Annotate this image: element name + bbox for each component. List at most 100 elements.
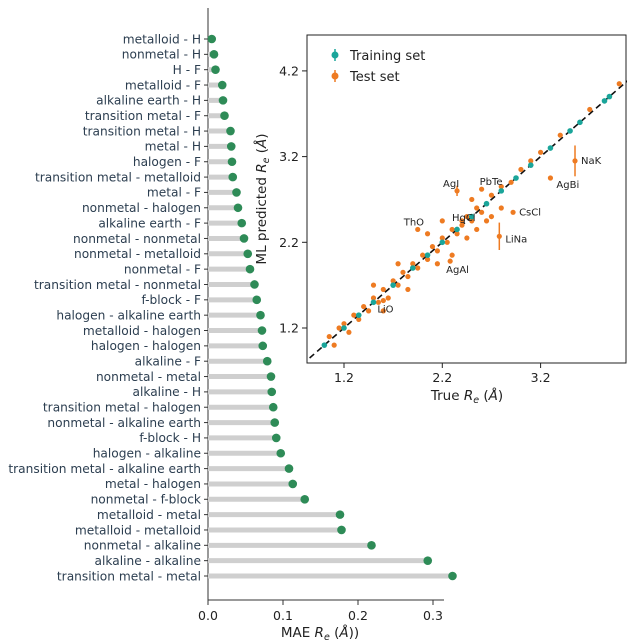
test-point xyxy=(510,209,516,215)
category-label: H - F xyxy=(173,63,201,77)
point-annotation: ThO xyxy=(403,217,424,228)
category-label: transition metal - metalloid xyxy=(35,170,201,184)
lollipop-dot xyxy=(271,433,281,443)
training-point xyxy=(468,213,475,220)
test-point xyxy=(464,213,470,220)
x-tick-label: 0.1 xyxy=(273,608,293,623)
point-annotation: AgI xyxy=(443,179,459,190)
test-point xyxy=(375,299,382,305)
lollipop-dot xyxy=(257,326,267,335)
inset-y-tick-label: 4.2 xyxy=(279,63,299,78)
lollipop-dot xyxy=(258,341,268,351)
lollipop-dot xyxy=(237,218,247,228)
category-label: transition metal - nonmetal xyxy=(34,278,201,292)
x-tick-label: 0.0 xyxy=(198,608,218,623)
test-point xyxy=(488,192,495,198)
test-point xyxy=(498,183,504,190)
training-point xyxy=(513,175,519,181)
category-label: metalloid - F xyxy=(125,78,201,92)
category-label: nonmetal - nonmetal xyxy=(73,232,201,246)
test-point xyxy=(498,205,504,211)
training-point xyxy=(601,98,608,104)
lollipop-dot xyxy=(262,356,272,366)
test-point xyxy=(370,282,377,288)
training-point xyxy=(439,239,446,246)
parity-line xyxy=(309,80,627,359)
test-point xyxy=(449,252,455,258)
lollipop-dot xyxy=(423,556,433,565)
category-label: nonmetal - metal xyxy=(96,370,201,384)
point-annotation: LiNa xyxy=(505,234,527,245)
lollipop-dot xyxy=(218,96,228,105)
training-point xyxy=(321,342,328,348)
training-point xyxy=(355,312,362,318)
test-point xyxy=(474,205,480,211)
lollipop-dot xyxy=(207,34,217,44)
category-label: metal - H xyxy=(145,140,201,154)
legend-label: Training set xyxy=(349,49,425,64)
lollipop-dot xyxy=(245,264,255,274)
category-label: metalloid - halogen xyxy=(83,324,201,338)
inset-y-axis-title: ML predicted Re (Å) xyxy=(253,133,272,264)
test-point xyxy=(415,265,421,271)
point-annotation: HgCl xyxy=(452,213,476,224)
training-point xyxy=(567,128,573,134)
test-point xyxy=(454,231,460,237)
category-label: metalloid - H xyxy=(123,32,201,46)
test-point xyxy=(395,282,401,288)
category-label: halogen - alkaline earth xyxy=(56,308,201,322)
category-label: transition metal - halogen xyxy=(43,401,201,415)
inset-x-tick-label: 2.2 xyxy=(432,370,452,385)
lollipop-dot xyxy=(288,479,298,489)
test-point xyxy=(365,308,372,314)
inset-frame xyxy=(306,34,627,364)
category-label: nonmetal - f-block xyxy=(91,493,202,507)
test-point xyxy=(326,333,332,340)
lollipop-dot xyxy=(220,111,229,121)
test-point xyxy=(434,261,440,267)
inset-y-tick-label: 3.2 xyxy=(279,149,299,164)
test-point xyxy=(341,321,347,327)
point-annotation: AgBi xyxy=(556,180,579,191)
inset-x-tick-label: 1.2 xyxy=(334,370,354,385)
lollipop-dot xyxy=(267,387,277,397)
test-point xyxy=(469,218,475,224)
training-point xyxy=(606,93,613,100)
lollipop-dot xyxy=(228,172,238,182)
training-point xyxy=(527,162,534,168)
test-point xyxy=(405,273,411,280)
test-point xyxy=(528,158,534,164)
test-point xyxy=(390,278,396,284)
test-point xyxy=(449,226,455,233)
training-point xyxy=(498,188,505,194)
lollipop-dot xyxy=(232,188,241,197)
lollipop-dot xyxy=(226,142,236,151)
category-label: alkaline earth - H xyxy=(96,94,201,108)
training-point xyxy=(483,200,490,207)
category-label: transition metal - H xyxy=(83,124,201,138)
category-label: transition metal - alkaline earth xyxy=(8,462,201,476)
left-x-axis-title: MAE Re (Å)) xyxy=(281,624,359,643)
x-tick-label: 0.3 xyxy=(423,608,443,623)
test-point xyxy=(439,218,445,224)
test-point xyxy=(434,248,440,254)
training-point xyxy=(424,252,431,258)
legend-marker xyxy=(331,72,339,80)
lollipop-dot xyxy=(284,464,294,473)
training-point xyxy=(390,282,396,288)
category-label: nonmetal - alkaline xyxy=(84,539,201,553)
training-point xyxy=(341,325,347,331)
category-label: metal - F xyxy=(147,186,201,200)
test-point xyxy=(518,166,524,173)
category-label: nonmetal - H xyxy=(122,48,201,62)
category-label: alkaline earth - F xyxy=(98,216,201,230)
test-point xyxy=(346,329,352,335)
test-point xyxy=(415,226,421,233)
category-label: metalloid - metalloid xyxy=(75,523,201,537)
category-label: halogen - halogen xyxy=(91,339,201,353)
category-label: transition metal - metal xyxy=(57,569,201,583)
category-label: f-block - F xyxy=(141,293,201,307)
lollipop-dot xyxy=(256,310,265,320)
